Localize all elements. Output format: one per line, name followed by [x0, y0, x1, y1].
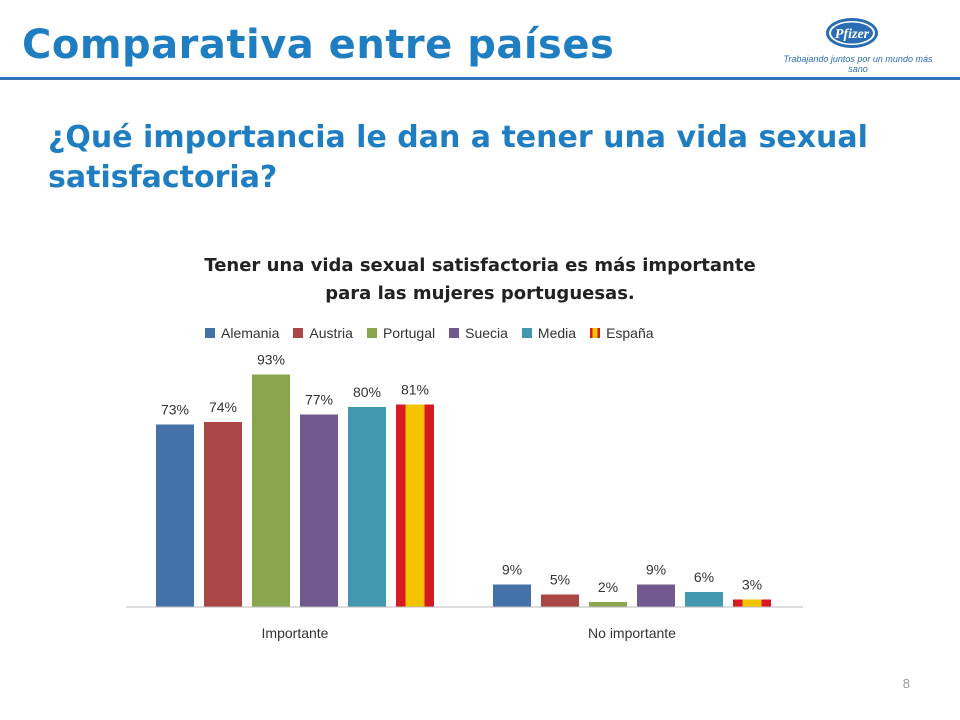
data-label-suecia-no-importante: 9% — [646, 562, 666, 578]
bar-austria-importante — [204, 422, 242, 607]
legend-swatch-media — [521, 328, 532, 338]
legend-item-portugal: Portugal — [366, 325, 436, 341]
page-number: 8 — [902, 676, 910, 691]
logo-text: Pfizer — [835, 27, 870, 42]
data-label-austria-importante: 74% — [209, 399, 237, 415]
bar-portugal-importante — [252, 374, 290, 607]
chart-title-line-2: para las mujeres portuguesas. — [325, 283, 635, 304]
legend-swatch-espana — [590, 328, 601, 338]
page-title: Comparativa entre países — [22, 22, 615, 68]
data-label-portugal-no-importante: 2% — [598, 579, 618, 595]
bar-portugal-no-importante — [589, 602, 627, 607]
legend-label-austria: Austria — [309, 325, 353, 341]
legend-label-media: Media — [537, 325, 577, 341]
bar-suecia-importante — [300, 414, 338, 607]
legend-item-suecia: Suecia — [449, 325, 508, 341]
pfizer-logo: Pfizer Trabajando juntos por un mundo má… — [778, 14, 938, 74]
data-label-portugal-importante: 93% — [257, 352, 285, 368]
x-tick-label-importante: Importante — [262, 625, 329, 641]
title-divider — [0, 77, 960, 80]
legend-item-espana: España — [590, 325, 654, 341]
bar-alemania-importante — [156, 424, 194, 607]
data-label-media-no-importante: 6% — [694, 569, 714, 585]
data-label-alemania-no-importante: 9% — [502, 562, 522, 578]
legend-swatch-austria — [293, 328, 304, 338]
bar-austria-no-importante — [541, 594, 579, 607]
legend-swatch-alemania — [205, 328, 215, 338]
legend-item-media: Media — [521, 325, 577, 341]
x-tick-label-no-importante: No importante — [588, 625, 676, 641]
legend-label-suecia: Suecia — [465, 325, 508, 341]
bar-espana-importante — [396, 404, 434, 607]
chart-title-line-1: Tener una vida sexual satisfactoria es m… — [204, 255, 756, 276]
bar-alemania-no-importante — [493, 584, 531, 607]
bar-media-importante — [348, 407, 386, 607]
data-label-media-importante: 80% — [353, 384, 381, 400]
bar-media-no-importante — [685, 592, 723, 607]
data-label-austria-no-importante: 5% — [550, 572, 570, 588]
pfizer-logo-mark: Pfizer — [826, 18, 878, 48]
chart-legend: Alemania Austria Portugal Suecia Media España — [205, 323, 668, 343]
legend-label-espana: España — [606, 325, 654, 341]
question-heading: ¿Qué importancia le dan a tener una vida… — [48, 120, 868, 195]
data-label-espana-no-importante: 3% — [742, 577, 762, 593]
data-label-suecia-importante: 77% — [305, 392, 333, 408]
legend-swatch-portugal — [366, 328, 377, 338]
data-label-alemania-importante: 73% — [161, 402, 189, 418]
legend-label-alemania: Alemania — [221, 325, 280, 341]
data-label-espana-importante: 81% — [401, 382, 429, 398]
logo-tagline: Trabajando juntos por un mundo más sano — [783, 54, 933, 74]
legend-label-portugal: Portugal — [382, 325, 436, 341]
legend-item-austria: Austria — [293, 325, 353, 341]
bar-espana-no-importante — [733, 599, 771, 607]
chart-title: Tener una vida sexual satisfactoria es m… — [130, 252, 830, 308]
legend-swatch-suecia — [449, 328, 460, 338]
bar-suecia-no-importante — [637, 584, 675, 607]
legend-item-alemania: Alemania — [205, 325, 279, 341]
